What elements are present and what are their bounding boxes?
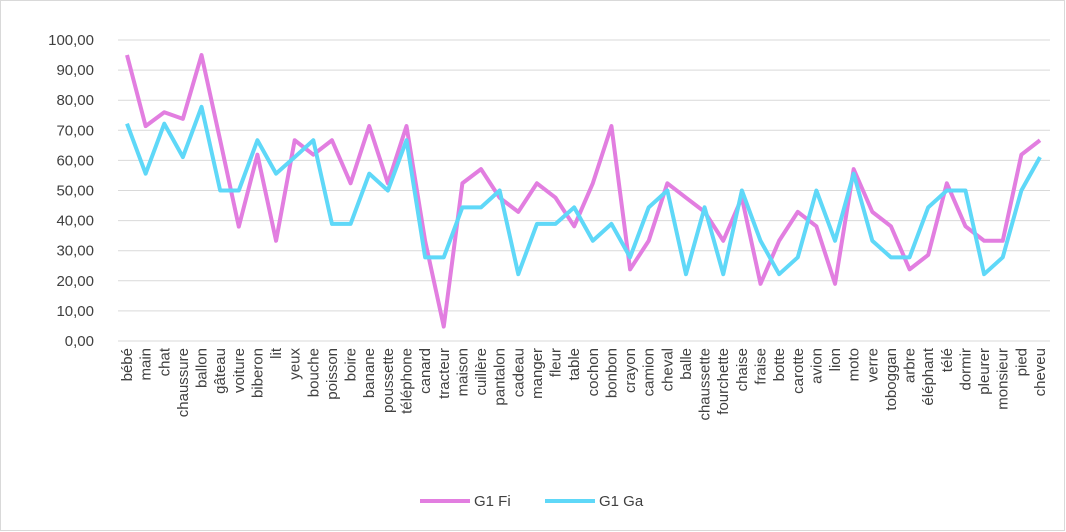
x-tick-label: dormir xyxy=(957,348,974,391)
x-tick-label: cadeau xyxy=(510,348,527,397)
legend-label: G1 Ga xyxy=(599,493,644,510)
x-tick-label: table xyxy=(566,348,583,381)
series-line xyxy=(125,53,1042,329)
x-tick-label: cheveu xyxy=(1032,348,1049,396)
x-tick-label: lit xyxy=(268,347,285,359)
series-line xyxy=(125,104,1042,277)
x-tick-label: pied xyxy=(1013,348,1030,376)
x-tick-label: chaussure xyxy=(175,348,192,417)
x-tick-label: lion xyxy=(827,348,844,371)
x-tick-label: manger xyxy=(529,348,546,399)
x-tick-label: téléphone xyxy=(398,348,415,414)
x-tick-label: fleur xyxy=(548,348,565,377)
y-tick-label: 30,00 xyxy=(56,243,94,260)
x-tick-label: éléphant xyxy=(920,347,937,405)
y-tick-label: 40,00 xyxy=(56,213,94,230)
x-tick-label: pleurer xyxy=(976,348,993,395)
x-tick-label: gâteau xyxy=(212,348,229,394)
x-tick-label: monsieur xyxy=(995,348,1012,410)
x-tick-label: poisson xyxy=(324,348,341,400)
x-tick-label: biberon xyxy=(249,348,266,398)
x-tick-label: ballon xyxy=(194,348,211,388)
x-tick-label: botte xyxy=(771,348,788,381)
x-tick-label: cheval xyxy=(659,348,676,391)
x-tick-label: crayon xyxy=(622,348,639,393)
x-tick-label: boire xyxy=(343,348,360,381)
x-tick-label: yeux xyxy=(287,348,304,380)
x-tick-label: chat xyxy=(156,347,173,376)
y-tick-label: 90,00 xyxy=(56,62,94,79)
y-tick-label: 50,00 xyxy=(56,183,94,200)
x-tick-label: fraise xyxy=(753,348,770,385)
x-tick-label: chaussette xyxy=(697,348,714,421)
y-tick-label: 80,00 xyxy=(56,92,94,109)
x-tick-label: télé xyxy=(939,348,956,372)
x-tick-label: main xyxy=(138,348,155,381)
x-tick-label: pantalon xyxy=(492,348,509,406)
y-tick-label: 100,00 xyxy=(48,32,94,49)
x-tick-label: moto xyxy=(846,348,863,381)
legend-label: G1 Fi xyxy=(474,493,511,510)
x-tick-label: cochon xyxy=(585,348,602,396)
x-tick-label: carotte xyxy=(790,348,807,394)
x-tick-label: arbre xyxy=(902,348,919,383)
x-tick-label: bébé xyxy=(119,348,136,381)
x-tick-label: fourchette xyxy=(715,348,732,415)
y-tick-label: 10,00 xyxy=(56,303,94,320)
y-tick-label: 0,00 xyxy=(65,333,94,350)
y-tick-label: 20,00 xyxy=(56,273,94,290)
x-tick-label: verre xyxy=(864,348,881,382)
x-tick-label: toboggan xyxy=(883,348,900,411)
x-tick-label: cuillère xyxy=(473,348,490,396)
y-tick-label: 70,00 xyxy=(56,122,94,139)
x-tick-label: canard xyxy=(417,348,434,394)
x-tick-label: bouche xyxy=(305,348,322,397)
x-tick-label: poussette xyxy=(380,348,397,413)
x-tick-label: tracteur xyxy=(436,348,453,399)
x-tick-label: avion xyxy=(808,348,825,384)
x-tick-label: camion xyxy=(641,348,658,396)
x-tick-label: bonbon xyxy=(603,348,620,398)
x-tick-label: banane xyxy=(361,348,378,398)
x-tick-label: chaise xyxy=(734,348,751,391)
x-tick-label: balle xyxy=(678,348,695,380)
x-tick-label: maison xyxy=(454,348,471,396)
x-tick-label: voiture xyxy=(231,348,248,393)
y-tick-label: 60,00 xyxy=(56,152,94,169)
